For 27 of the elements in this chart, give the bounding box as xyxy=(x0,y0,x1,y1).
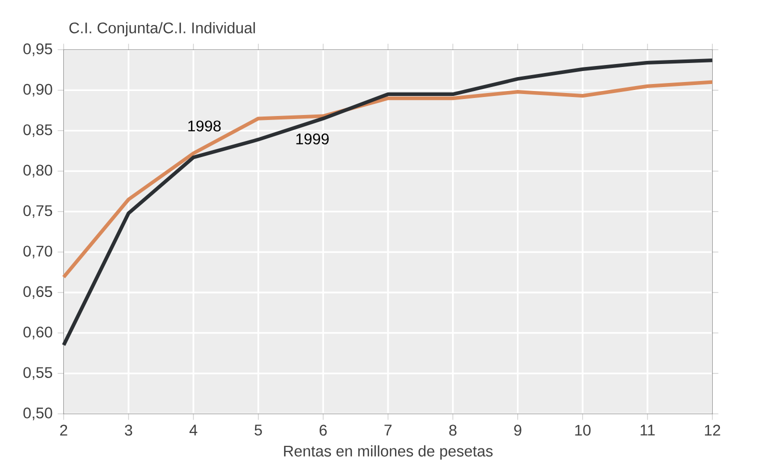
x-tick-label: 5 xyxy=(254,425,262,436)
x-tick-label: 7 xyxy=(384,425,392,436)
x-axis-title: Rentas en millones de pesetas xyxy=(284,446,493,460)
y-tick-label: 0,90 xyxy=(23,84,52,97)
x-tick-label: 3 xyxy=(124,425,132,436)
y-tick-label: 0,55 xyxy=(23,367,52,380)
y-tick-label: 0,50 xyxy=(23,408,52,420)
series-label: 1999 xyxy=(296,134,329,145)
x-tick-label: 11 xyxy=(640,425,655,436)
x-tick-label: 4 xyxy=(189,425,198,436)
y-tick-label: 0,65 xyxy=(23,286,52,300)
y-tick-label: 0,75 xyxy=(23,205,52,218)
y-tick-label: 0,95 xyxy=(23,44,52,56)
line-series xyxy=(62,58,714,348)
x-tick-label: 10 xyxy=(575,425,591,436)
x-tick-label: 6 xyxy=(320,425,327,436)
series-label: 1998 xyxy=(188,120,221,132)
x-tick-label: 8 xyxy=(449,425,456,436)
y-tick-label: 0,70 xyxy=(23,246,52,259)
x-tick-label: 9 xyxy=(514,425,522,436)
x-tick-label: 2 xyxy=(60,425,68,436)
y-axis-title: C.I. Conjunta/C.I. Individual xyxy=(69,22,255,37)
y-tick-label: 0,80 xyxy=(23,164,52,178)
line-series xyxy=(62,80,714,280)
y-tick-label: 0,60 xyxy=(23,326,52,340)
y-tick-label: 0,85 xyxy=(23,124,52,138)
x-tick-label: 12 xyxy=(704,425,720,436)
